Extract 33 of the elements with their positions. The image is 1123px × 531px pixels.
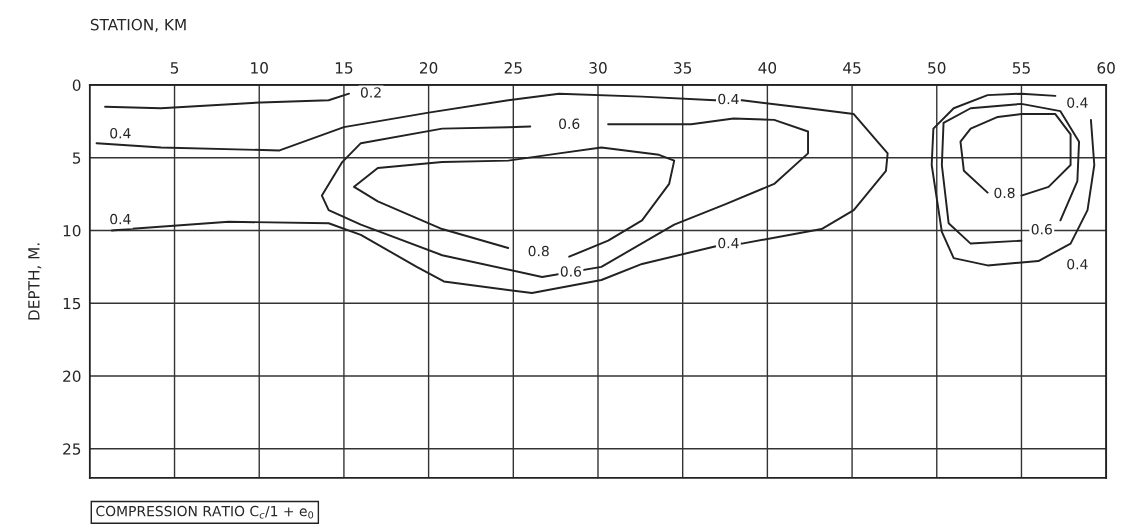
annotation: 0.6 <box>1031 224 1052 235</box>
x-tick-label: 25 <box>504 62 522 74</box>
annotation: 0.6 <box>560 266 582 277</box>
y-tick-label: 5 <box>72 152 81 164</box>
annotation: 0.4 <box>1067 97 1088 108</box>
x-tick-label: 60 <box>1097 62 1115 74</box>
x-tick-label: 30 <box>589 62 607 74</box>
x-tick-label: 10 <box>251 62 268 74</box>
y-tick-label: 15 <box>63 297 81 310</box>
x-tick-label: 50 <box>928 62 946 74</box>
x-tick-label: 55 <box>1012 62 1030 74</box>
text: COMPRESSION RATIO C$_{c}$/1 + e$_{0}$ <box>96 505 314 519</box>
annotation: 0.4 <box>718 93 739 105</box>
annotation: 0.6 <box>559 118 580 130</box>
annotation: 0.4 <box>718 237 739 249</box>
y-tick-label: 0 <box>72 79 81 91</box>
x-tick-label: 40 <box>758 62 777 74</box>
x-tick-label: 5 <box>170 62 179 74</box>
y-tick-label: 25 <box>63 443 81 455</box>
annotation: 0.8 <box>994 187 1015 199</box>
x-tick-label: 15 <box>335 62 353 74</box>
x-tick-label: 35 <box>674 62 692 74</box>
y-axis-title: DEPTH, M. <box>28 243 42 320</box>
y-tick-label: 20 <box>63 370 81 383</box>
x-axis-title: STATION, KM <box>90 18 186 32</box>
x-tick-label: 20 <box>420 62 438 74</box>
y-tick-label: 10 <box>63 224 81 237</box>
annotation: 0.2 <box>360 87 381 98</box>
annotation: 0.4 <box>110 127 131 139</box>
annotation: 0.4 <box>110 213 131 225</box>
x-tick-label: 45 <box>843 62 861 74</box>
annotation: 0.4 <box>1067 258 1088 270</box>
annotation: 0.8 <box>528 245 549 257</box>
